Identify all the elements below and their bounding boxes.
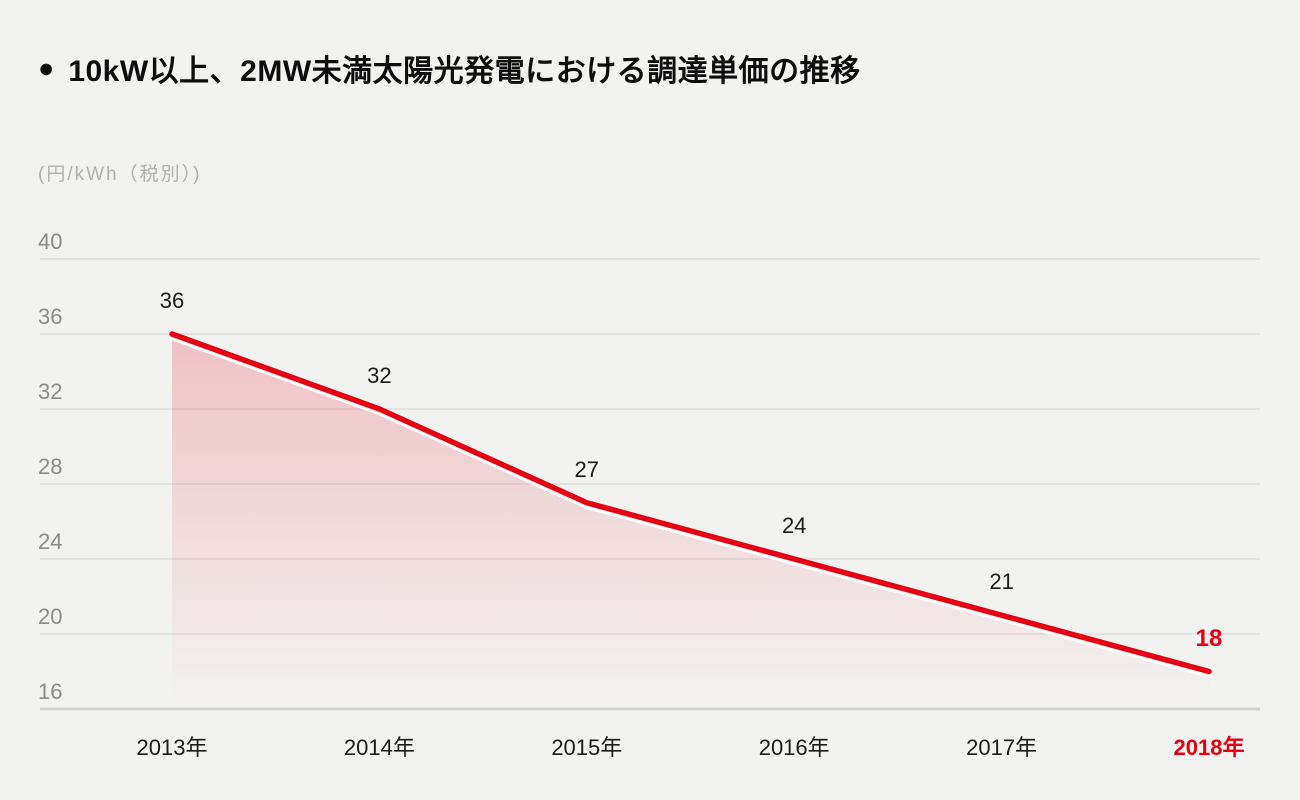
data-point-label: 18 [1195, 624, 1223, 652]
y-tick-label: 16 [38, 679, 63, 704]
y-tick-label: 32 [38, 379, 63, 404]
x-axis-label: 2013年 [136, 735, 208, 760]
y-tick-label: 20 [38, 604, 63, 629]
y-tick-label: 36 [38, 304, 63, 329]
data-point-label: 32 [367, 363, 392, 388]
data-point-label: 27 [574, 456, 600, 482]
y-tick-label: 28 [38, 454, 63, 479]
y-tick-label: 40 [38, 229, 63, 254]
x-axis-label: 2016年 [758, 735, 830, 760]
line-highlight [170, 336, 1211, 678]
bullet-icon: ● [38, 52, 55, 83]
data-point-label: 36 [159, 288, 185, 313]
y-axis-unit-label: (円/kWh（税別）) [38, 164, 202, 185]
x-axis-label: 2017年 [966, 735, 1038, 760]
chart-title: 10kW以上、2MW未満太陽光発電における調達単価の推移 [68, 55, 861, 88]
data-point-label: 21 [989, 569, 1014, 595]
area-fill [172, 340, 1209, 707]
x-axis-label: 2014年 [343, 735, 415, 760]
x-axis-label: 2015年 [551, 735, 623, 760]
data-point-label: 24 [781, 513, 807, 538]
price-line [169, 331, 1212, 675]
x-axis-label: 2018年 [1173, 735, 1245, 760]
chart-header: ● 10kW以上、2MW未満太陽光発電における調達単価の推移 [38, 46, 861, 90]
y-tick-label: 24 [38, 529, 63, 554]
